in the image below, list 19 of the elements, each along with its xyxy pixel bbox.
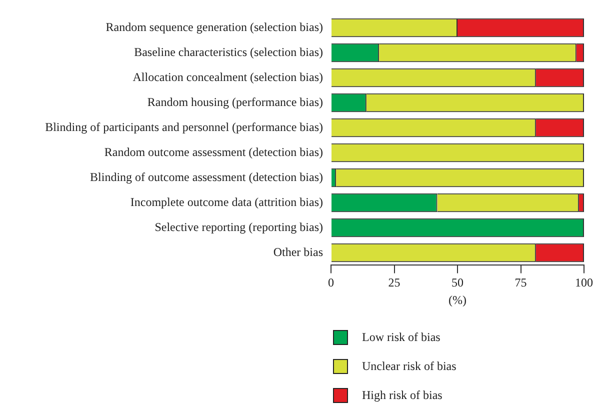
x-tick-label: 50 (452, 276, 464, 290)
y-tick-label: Baseline characteristics (selection bias) (134, 44, 323, 59)
y-tick-label: Selective reporting (reporting bias) (154, 220, 323, 234)
y-tick-label: Random housing (performance bias) (147, 94, 323, 109)
x-tick-label: 0 (328, 276, 334, 290)
legend-label: Low risk of bias (362, 330, 441, 344)
y-tick-label: Random outcome assessment (detection bias) (104, 144, 323, 159)
y-tick-label: Allocation concealment (selection bias) (132, 70, 323, 84)
y-tick-label: Blinding of participants and personnel (performance bias) (45, 120, 323, 134)
legend-label: High risk of bias (362, 388, 443, 402)
x-tick-label: 75 (514, 276, 527, 290)
x-tick-label: 25 (388, 276, 400, 290)
y-tick-label: Incomplete outcome data (attrition bias) (130, 194, 323, 209)
y-tick-label: Blinding of outcome assessment (detection bias) (90, 170, 323, 184)
legend-label: Unclear risk of bias (362, 359, 457, 374)
y-tick-label: Random sequence generation (selection bias) (106, 20, 323, 34)
x-axis-title: (%) (448, 292, 466, 307)
x-tick-label: 100 (575, 276, 593, 290)
y-tick-label: Other bias (273, 244, 324, 259)
